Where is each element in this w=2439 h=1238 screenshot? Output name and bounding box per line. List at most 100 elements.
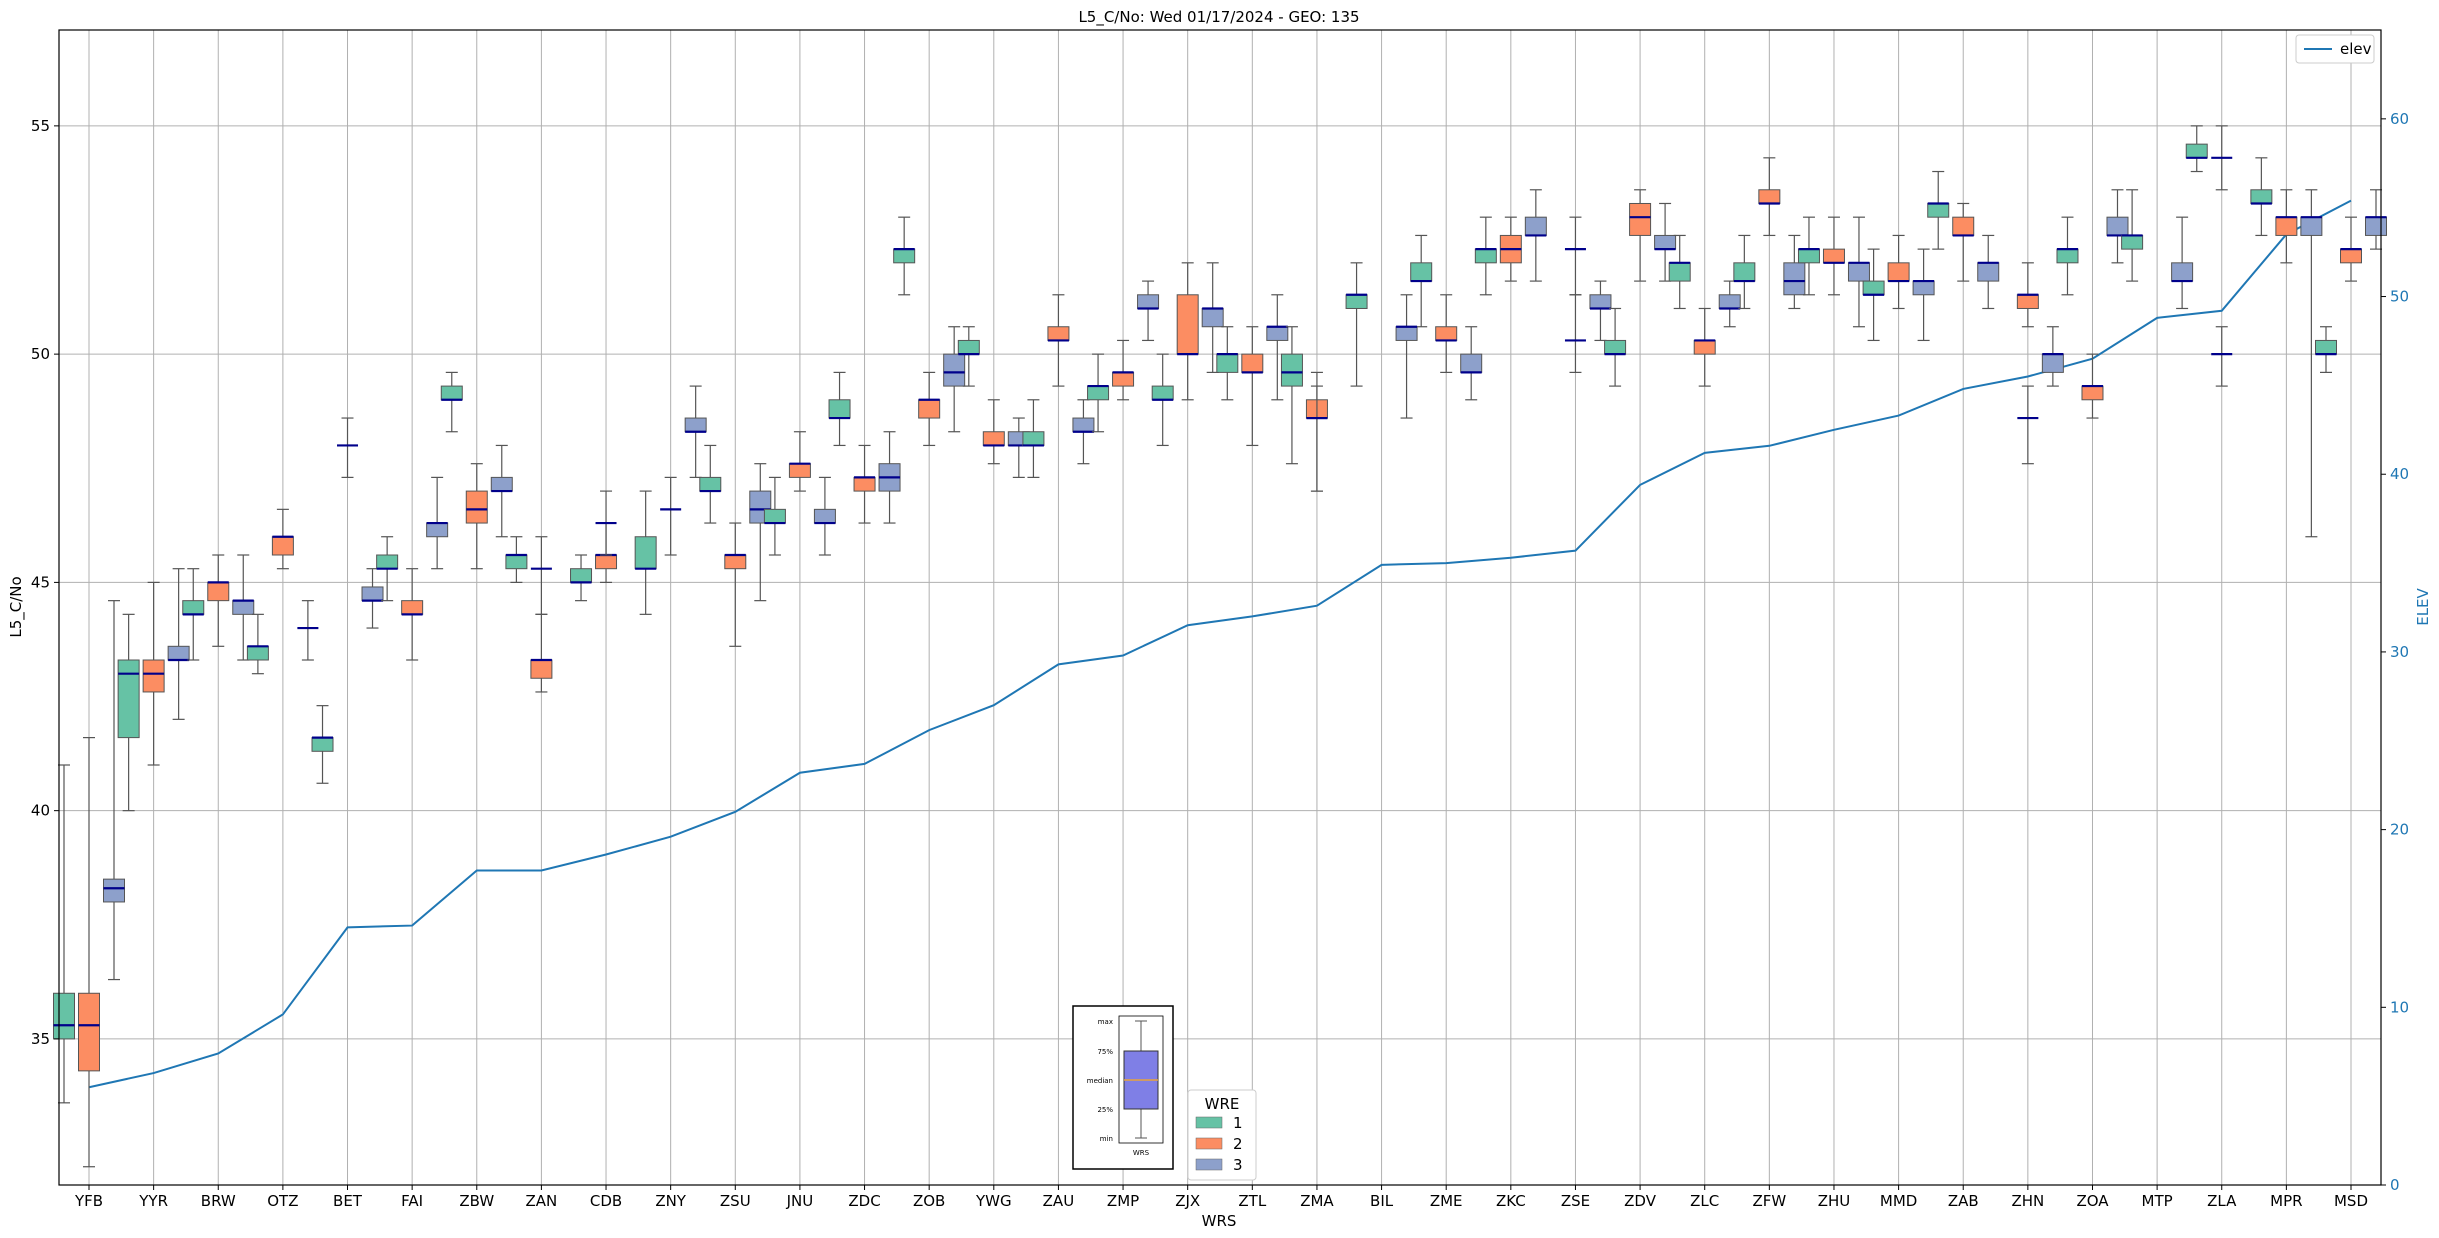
box-group — [1435, 294, 1458, 373]
box-group — [1395, 294, 1418, 419]
box-body — [1022, 431, 1045, 446]
box-body — [1927, 202, 1950, 218]
box-layer — [53, 125, 2387, 1168]
box-explainer-inset: max 75% median 25% min WRS — [1072, 1005, 1174, 1170]
box-body — [1589, 294, 1612, 309]
box-body — [1460, 353, 1483, 373]
box-body — [918, 399, 941, 419]
box-body — [1087, 385, 1110, 401]
box-body — [1151, 385, 1174, 401]
box-body — [595, 554, 618, 570]
box-body — [1604, 339, 1627, 355]
box-group — [1887, 234, 1910, 310]
box-body — [1474, 248, 1497, 264]
box-group — [1668, 234, 1691, 310]
box-body — [53, 992, 75, 1040]
box-body — [440, 385, 463, 401]
box-body — [2275, 216, 2298, 236]
box-group — [142, 581, 165, 766]
box-body — [1241, 353, 1264, 373]
box-body — [1952, 216, 1975, 236]
grid-layer — [59, 30, 2381, 1185]
box-group — [1733, 234, 1756, 310]
box-body — [271, 536, 294, 556]
x-tick-label: ZNY — [655, 1192, 686, 1210]
x-tick-label: ZLC — [1690, 1192, 1719, 1210]
x-tick-label: ZDC — [848, 1192, 880, 1210]
box-group — [1758, 157, 1781, 237]
x-tick-label: BRW — [201, 1192, 236, 1210]
x-tick-label: CDB — [590, 1192, 622, 1210]
box-group — [1912, 248, 1935, 342]
box-group — [957, 326, 980, 387]
box-body — [232, 600, 255, 615]
box-group — [2340, 216, 2362, 282]
box-group — [634, 490, 657, 615]
box-body — [943, 353, 966, 387]
box-group — [182, 568, 205, 661]
y2-tick-label: 60 — [2390, 110, 2409, 128]
plot-frame — [58, 29, 2382, 1186]
box-body — [1847, 262, 1870, 282]
box-group — [2211, 326, 2233, 387]
box-group — [1693, 307, 1716, 387]
box-body — [1693, 339, 1716, 355]
x-tick-label: MSD — [2334, 1192, 2368, 1210]
box-body — [2340, 248, 2362, 264]
x-tick-label: ZSU — [720, 1192, 751, 1210]
box-group — [660, 476, 682, 556]
box-group — [1266, 294, 1289, 401]
box-body — [1887, 262, 1910, 282]
y2-axis-title: ELEV — [2414, 587, 2432, 625]
box-group — [361, 568, 384, 629]
box-body — [1797, 248, 1820, 264]
box-body — [1977, 262, 2000, 282]
y2-tick-label: 10 — [2390, 998, 2409, 1016]
box-group — [1087, 353, 1110, 433]
box-body — [724, 554, 747, 570]
left-axis: 35 40 45 50 55 — [31, 117, 59, 1048]
box-group — [1112, 339, 1135, 401]
box-body — [1137, 294, 1160, 309]
box-body — [1629, 202, 1652, 236]
wre-legend-swatch-1 — [1195, 1116, 1223, 1129]
box-body — [2121, 234, 2144, 250]
x-tick-label: OTZ — [267, 1192, 298, 1210]
box-body — [2300, 216, 2323, 236]
wre-legend: WRE 1 2 3 — [1187, 1089, 1257, 1181]
box-body — [788, 463, 811, 478]
box-body — [684, 417, 707, 433]
box-group — [1524, 189, 1547, 282]
right-axis: 0 10 20 30 40 50 60 — [2381, 110, 2409, 1194]
y2-tick-label: 20 — [2390, 821, 2409, 839]
x-tick-label: MTP — [2142, 1192, 2173, 1210]
box-group — [440, 371, 463, 433]
box-body — [1524, 216, 1547, 236]
box-group — [2017, 385, 2039, 465]
box-body — [505, 554, 528, 570]
x-tick-label: ZOA — [2076, 1192, 2109, 1210]
box-body — [853, 476, 876, 492]
box-body — [2171, 262, 2194, 282]
y2-tick-label: 40 — [2390, 465, 2409, 483]
box-group — [1474, 216, 1497, 296]
box-group — [2081, 353, 2104, 419]
box-body — [2041, 353, 2064, 373]
x-tick-label: ZDV — [1624, 1192, 1657, 1210]
box-group — [2250, 157, 2273, 237]
box-group — [2171, 216, 2194, 310]
box-body — [1201, 307, 1224, 328]
box-body — [982, 431, 1005, 446]
box-body — [2056, 248, 2079, 264]
box-group — [595, 490, 617, 556]
box-body — [142, 659, 165, 693]
box-group — [2185, 125, 2208, 173]
box-group — [1151, 353, 1174, 447]
wre-legend-label-2: 2 — [1233, 1135, 1243, 1153]
box-group — [788, 431, 811, 492]
box-group — [1629, 189, 1652, 282]
x-tick-label: ZOB — [913, 1192, 945, 1210]
box-group — [1604, 307, 1627, 387]
